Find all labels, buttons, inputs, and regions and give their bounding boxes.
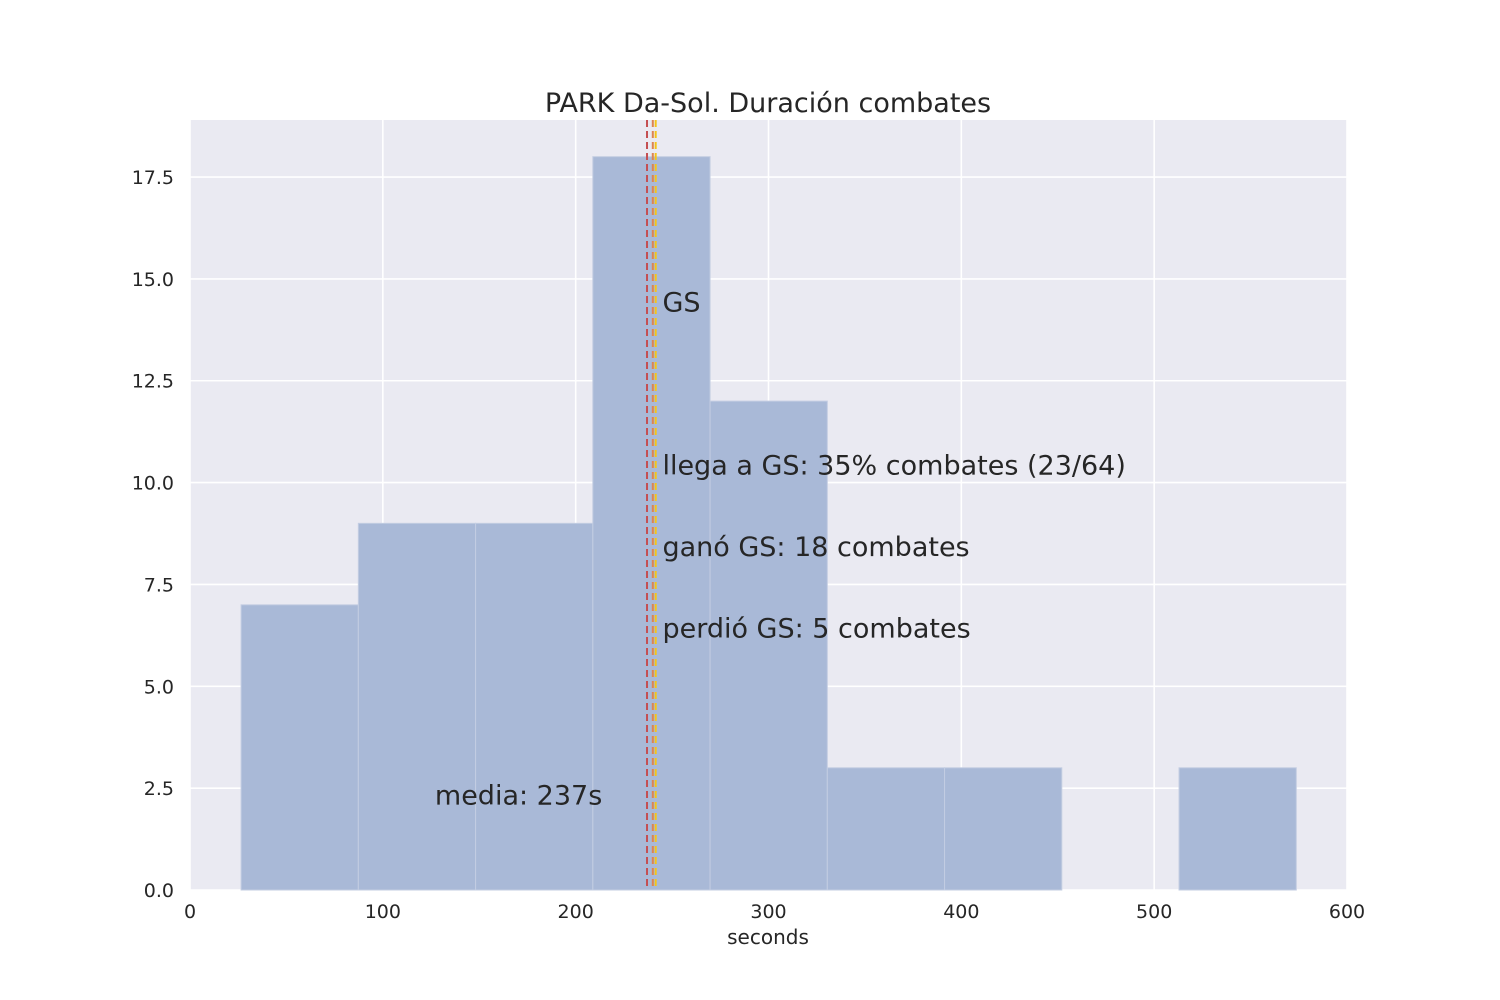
x-tick-label-1: 100: [365, 901, 401, 923]
x-tick-label-3: 300: [750, 901, 786, 923]
y-tick-label-4: 10.0: [132, 473, 174, 495]
histogram-bar-6: [944, 767, 1063, 891]
x-axis-label: seconds: [727, 925, 809, 949]
y-tick-label-5: 12.5: [132, 371, 174, 393]
y-tick-label-7: 17.5: [132, 167, 174, 189]
histogram-bar-0: [240, 604, 359, 891]
y-tick-label-1: 2.5: [144, 778, 174, 800]
x-tick-labels: 0 100 200 300 400 500 600: [184, 901, 1365, 923]
y-tick-labels: 0.0 2.5 5.0 7.5 10.0 12.5 15.0 17.5: [132, 167, 174, 902]
y-tick-label-2: 5.0: [144, 676, 174, 698]
x-tick-label-0: 0: [184, 901, 196, 923]
histogram-bar-4: [709, 400, 828, 891]
chart-title: PARK Da-Sol. Duración combates: [545, 88, 991, 119]
x-tick-label-2: 200: [558, 901, 594, 923]
y-tick-label-6: 15.0: [132, 269, 174, 291]
x-tick-label-5: 500: [1136, 901, 1172, 923]
annotation-llega: llega a GS: 35% combates (23/64): [662, 450, 1125, 481]
histogram-bars: [240, 156, 1297, 891]
histogram-bar-3: [592, 156, 711, 891]
histogram-bar-2: [475, 522, 594, 891]
annotation-perdio: perdió GS: 5 combates: [662, 613, 970, 644]
y-tick-label-3: 7.5: [144, 574, 174, 596]
reference-lines: [646, 120, 657, 890]
annotation-gano: ganó GS: 18 combates: [662, 532, 969, 563]
histogram-bar-1: [357, 522, 477, 891]
annotations: GS llega a GS: 35% combates (23/64) ganó G…: [435, 287, 1126, 811]
x-tick-label-6: 600: [1329, 901, 1365, 923]
annotation-gs: GS: [662, 287, 700, 318]
histogram-bar-8: [1178, 767, 1297, 891]
x-tick-label-4: 400: [943, 901, 979, 923]
y-tick-label-0: 0.0: [144, 880, 174, 902]
histogram-bar-5: [826, 767, 946, 891]
annotation-media: media: 237s: [435, 780, 602, 811]
